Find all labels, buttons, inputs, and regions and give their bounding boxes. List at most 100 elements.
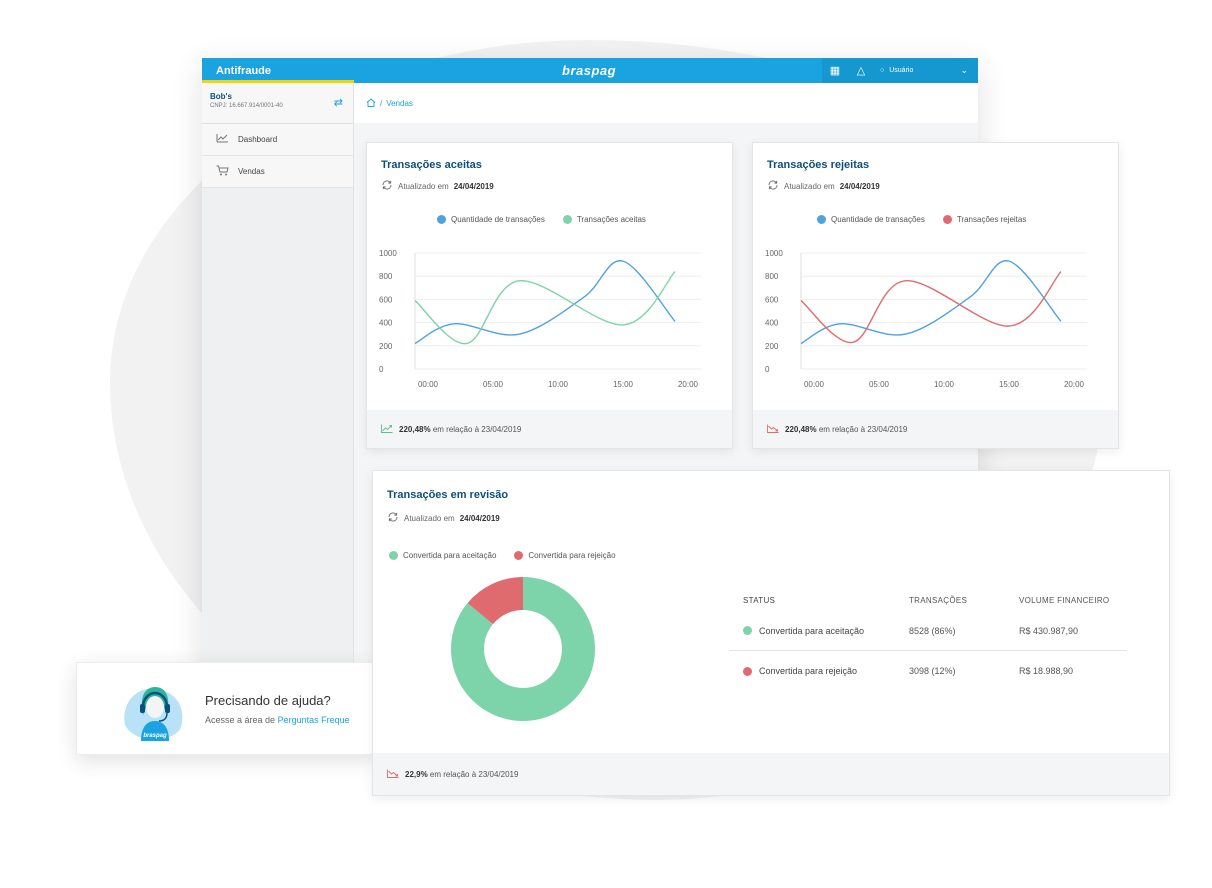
header-volume: VOLUME FINANCEIRO bbox=[1019, 595, 1110, 605]
x-tick-label: 20:00 bbox=[678, 380, 699, 389]
x-tick-label: 00:00 bbox=[418, 380, 439, 389]
cart-icon bbox=[216, 165, 230, 179]
help-title: Precisando de ajuda? bbox=[205, 693, 331, 708]
legend-label: Convertida para aceitação bbox=[403, 551, 497, 560]
company-name: Bob's bbox=[210, 92, 232, 101]
company-selector[interactable]: Bob's CNPJ: 16.667.914/0001-40 ⇄ bbox=[202, 83, 353, 124]
help-popup: braspag Precisando de ajuda? Acesse a ár… bbox=[76, 662, 376, 755]
trend-down-icon bbox=[387, 769, 399, 780]
home-icon[interactable] bbox=[366, 97, 376, 109]
card-footer: 220,48% em relação à 23/04/2019 bbox=[367, 410, 732, 448]
card-accepted: Transações aceitas Atualizado em 24/04/2… bbox=[366, 142, 733, 449]
header-transactions: TRANSAÇÕES bbox=[909, 595, 968, 605]
donut-slice bbox=[467, 577, 523, 625]
x-tick-label: 05:00 bbox=[869, 380, 890, 389]
y-tick-label: 1000 bbox=[765, 249, 783, 258]
footer-text: em relação à 23/04/2019 bbox=[432, 424, 522, 434]
sidebar-item-label: Dashboard bbox=[238, 135, 278, 144]
line-chart-rejected: 0 200 400 600 800 1000 00:00 05:00 10:00 15:00 20:… bbox=[765, 249, 1087, 389]
table-row: Convertida para rejeição 3098 (12%) R$ 1… bbox=[729, 651, 1127, 691]
y-tick-label: 600 bbox=[379, 295, 393, 304]
x-tick-label: 15:00 bbox=[613, 380, 634, 389]
footer-value: 220,48% bbox=[399, 424, 431, 434]
updated-date: 24/04/2019 bbox=[459, 513, 500, 523]
user-icon: ○ bbox=[880, 67, 885, 74]
x-tick-label: 10:00 bbox=[548, 380, 569, 389]
legend-label: Quantidade de transações bbox=[451, 215, 545, 224]
legend-label: Convertida para rejeição bbox=[528, 551, 616, 560]
table-row: Convertida para aceitação 8528 (86%) R$ … bbox=[729, 611, 1127, 651]
legend-item: Transações rejeitas bbox=[942, 215, 1026, 224]
y-tick-label: 200 bbox=[379, 342, 393, 351]
y-tick-label: 400 bbox=[765, 319, 779, 328]
refresh-icon[interactable] bbox=[381, 179, 393, 193]
grid-icon[interactable]: ▦ bbox=[829, 65, 841, 77]
status-cell: Convertida para rejeição bbox=[729, 666, 909, 676]
status-label: Convertida para rejeição bbox=[759, 666, 858, 676]
updated-info: Atualizado em 24/04/2019 bbox=[387, 511, 500, 525]
x-tick-label: 15:00 bbox=[999, 380, 1020, 389]
footer-text: em relação à 23/04/2019 bbox=[818, 424, 908, 434]
legend-item: Quantidade de transações bbox=[817, 215, 925, 224]
legend-item: Transações aceitas bbox=[562, 215, 646, 224]
footer-value: 22,9% bbox=[405, 769, 428, 779]
y-tick-label: 600 bbox=[765, 295, 779, 304]
y-tick-label: 200 bbox=[765, 342, 779, 351]
legend-label: Quantidade de transações bbox=[831, 215, 925, 224]
sidebar-item-vendas[interactable]: Vendas bbox=[202, 156, 353, 188]
series-line bbox=[414, 271, 676, 345]
legend-dot bbox=[437, 215, 446, 224]
line-chart-accepted: 0 200 400 600 800 1000 00:00 05:00 10:00 15:00 20:… bbox=[379, 249, 701, 389]
y-tick-label: 800 bbox=[765, 272, 779, 281]
y-tick-label: 0 bbox=[379, 365, 384, 374]
y-tick-label: 400 bbox=[379, 319, 393, 328]
volume-cell: R$ 430.987,90 bbox=[1019, 625, 1079, 636]
legend-item: Convertida para rejeição bbox=[514, 551, 616, 560]
user-menu[interactable]: ○ Usuário ⌄ bbox=[874, 65, 978, 76]
brand-logo: braspag bbox=[562, 63, 617, 78]
updated-info: Atualizado em 24/04/2019 bbox=[381, 179, 494, 193]
legend-dot bbox=[562, 215, 572, 224]
chart-legend: Quantidade de transações Transações reje… bbox=[817, 215, 1026, 224]
active-underline bbox=[202, 80, 354, 83]
x-tick-label: 20:00 bbox=[1064, 380, 1085, 389]
refresh-icon[interactable] bbox=[387, 511, 399, 525]
faq-link[interactable]: Perguntas Freque bbox=[277, 715, 350, 725]
sidebar-item-dashboard[interactable]: Dashboard bbox=[202, 124, 353, 156]
breadcrumb-separator: / bbox=[380, 98, 383, 108]
series-line bbox=[800, 271, 1062, 344]
legend-item: Convertida para aceitação bbox=[389, 551, 496, 560]
updated-date: 24/04/2019 bbox=[839, 181, 880, 191]
chart-legend: Convertida para aceitação Convertida par… bbox=[389, 551, 616, 560]
legend-dot bbox=[817, 215, 826, 224]
sidebar-item-label: Vendas bbox=[238, 167, 265, 176]
bell-icon[interactable]: △ bbox=[856, 65, 866, 77]
legend-label: Transações aceitas bbox=[576, 215, 646, 224]
y-tick-label: 0 bbox=[765, 365, 770, 374]
trend-up-icon bbox=[381, 424, 393, 435]
header-status: STATUS bbox=[743, 595, 776, 605]
transactions-cell: 3098 (12%) bbox=[909, 666, 956, 676]
user-label: Usuário bbox=[889, 67, 914, 74]
updated-prefix: Atualizado em bbox=[398, 181, 449, 191]
table-header: STATUS TRANSAÇÕES VOLUME FINANCEIRO bbox=[729, 589, 1127, 611]
breadcrumb: / Vendas bbox=[354, 83, 978, 123]
legend-item: Quantidade de transações bbox=[437, 215, 545, 224]
x-tick-label: 10:00 bbox=[934, 380, 955, 389]
card-review: Transações em revisão Atualizado em 24/0… bbox=[372, 470, 1170, 796]
topbar-actions: ▦ △ ○ Usuário ⌄ bbox=[822, 58, 978, 83]
card-title: Transações em revisão bbox=[387, 489, 509, 501]
card-rejected: Transações rejeitas Atualizado em 24/04/… bbox=[752, 142, 1119, 449]
top-bar: Antifraude braspag ▦ △ ○ Usuário ⌄ bbox=[202, 58, 978, 83]
donut-slice bbox=[451, 577, 595, 721]
status-dot bbox=[743, 666, 752, 676]
help-prefix: Acesse a área de bbox=[205, 715, 276, 725]
support-avatar-icon: braspag bbox=[124, 687, 183, 741]
swap-icon[interactable]: ⇄ bbox=[333, 97, 343, 109]
avatar-label: braspag bbox=[143, 733, 167, 739]
refresh-icon[interactable] bbox=[767, 179, 779, 193]
updated-date: 24/04/2019 bbox=[453, 181, 494, 191]
y-tick-label: 1000 bbox=[379, 249, 397, 258]
breadcrumb-current[interactable]: Vendas bbox=[386, 98, 413, 108]
footer-text: em relação à 23/04/2019 bbox=[429, 769, 519, 779]
